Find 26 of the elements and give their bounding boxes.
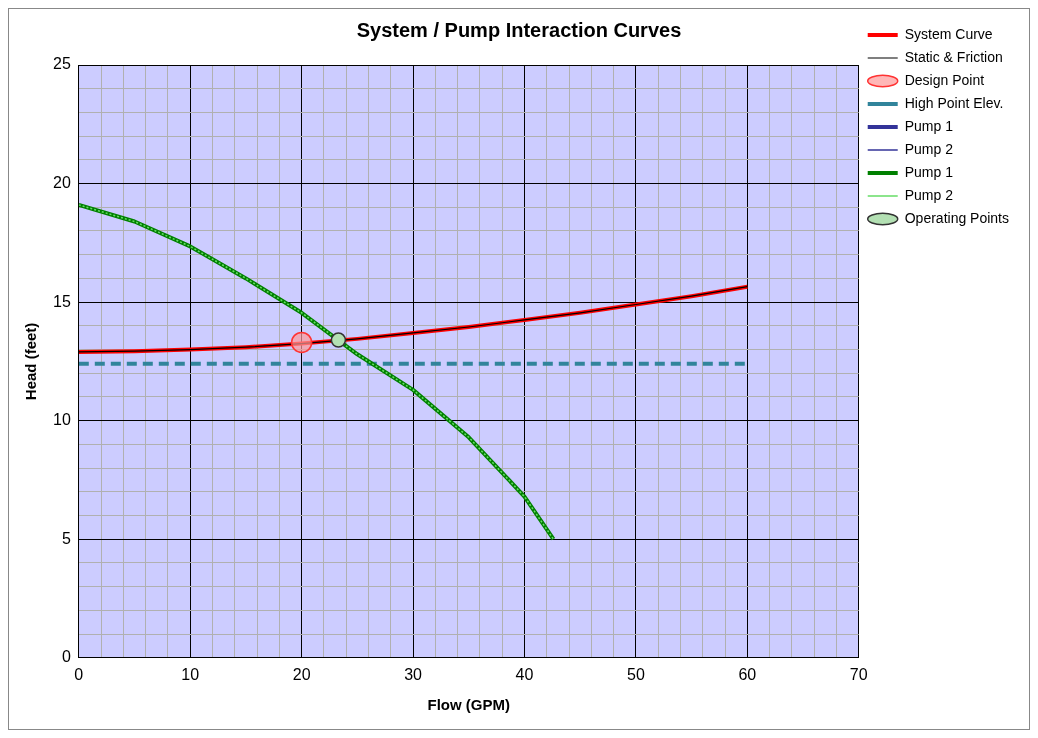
x-tick-label: 50 xyxy=(626,665,645,683)
legend-label: Pump 2 xyxy=(904,186,954,203)
x-tick-label: 40 xyxy=(515,665,534,683)
x-tick-label: 30 xyxy=(404,665,423,683)
legend-label: System Curve xyxy=(904,25,993,42)
x-tick-label: 70 xyxy=(849,665,868,683)
chart-title: System / Pump Interaction Curves xyxy=(356,18,682,41)
legend-label: Pump 2 xyxy=(904,140,954,157)
y-tick-label: 10 xyxy=(53,411,71,429)
y-tick-label: 25 xyxy=(53,55,71,73)
y-axis-title: Head (feet) xyxy=(22,322,40,401)
x-tick-label: 60 xyxy=(738,665,757,683)
legend-label: Operating Points xyxy=(904,209,1010,226)
y-tick-label: 0 xyxy=(61,648,71,666)
legend-label: Static & Friction xyxy=(904,48,1003,65)
legend-label: Design Point xyxy=(904,71,985,88)
y-tick-label: 15 xyxy=(53,292,71,310)
legend-label: Pump 1 xyxy=(904,117,954,134)
x-tick-label: 20 xyxy=(292,665,311,683)
y-tick-label: 5 xyxy=(61,529,71,547)
x-tick-label: 10 xyxy=(181,665,200,683)
x-axis-title: Flow (GPM) xyxy=(427,696,511,714)
legend-label: High Point Elev. xyxy=(904,94,1004,111)
y-tick-label: 20 xyxy=(53,173,71,191)
legend-label: Pump 1 xyxy=(904,163,954,180)
x-tick-label: 0 xyxy=(74,665,84,683)
